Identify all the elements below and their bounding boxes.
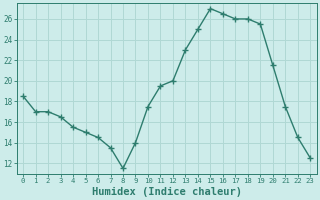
X-axis label: Humidex (Indice chaleur): Humidex (Indice chaleur) [92,186,242,197]
